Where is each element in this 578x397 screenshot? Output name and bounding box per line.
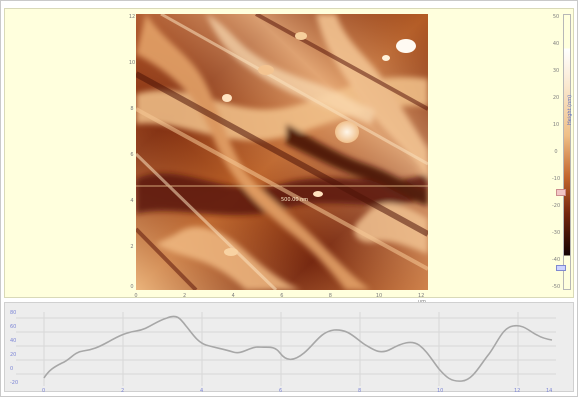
profile-y-tick: 20 — [10, 352, 16, 358]
x-tick: 0 — [134, 293, 138, 299]
profile-y-tick: -20 — [10, 380, 18, 386]
afm-topography-view[interactable]: 500.00 nm — [136, 14, 428, 290]
colorbar-axis-label: Height (nm) — [567, 94, 573, 125]
profile-x-tick: 10 — [437, 388, 443, 392]
profile-x-tick: 0 — [42, 388, 45, 392]
profile-x-tick: 4 — [200, 388, 203, 392]
x-tick: 6 — [280, 293, 284, 299]
y-axis: 12 10 8 6 4 2 0 — [128, 14, 136, 290]
x-tick: 2 — [183, 293, 187, 299]
profile-y-tick: 60 — [10, 324, 16, 330]
colorbar-tick: 10 — [552, 122, 560, 128]
profile-grid — [16, 312, 556, 386]
profile-x-tick: 8 — [358, 388, 361, 392]
profile-y-tick: 40 — [10, 338, 16, 344]
colorbar-tick: -30 — [552, 230, 561, 236]
y-tick: 6 — [130, 152, 134, 158]
profile-x-tick: 2 — [121, 388, 124, 392]
profile-x-tick: 12 — [514, 388, 520, 392]
profile-x-ticks: 0 2 4 6 8 10 12 14 — [42, 388, 552, 392]
x-tick: 8 — [328, 293, 332, 299]
profile-y-tick: 0 — [10, 366, 13, 372]
colorbar-tick: 50 — [552, 14, 560, 20]
colorbar-tick: -20 — [552, 203, 561, 209]
colorbar-tick: -40 — [552, 257, 561, 263]
colorbar-tick: 0 — [554, 149, 558, 155]
colorbar-ticks: 50 40 30 20 10 0 -10 -20 -30 -40 -50 — [552, 14, 560, 290]
height-colorbar[interactable] — [563, 14, 571, 290]
y-tick: 10 — [128, 60, 136, 66]
x-tick: 4 — [231, 293, 235, 299]
colorbar-tick: -10 — [552, 176, 561, 182]
colorbar-min-handle[interactable] — [556, 265, 566, 271]
height-profile-chart[interactable]: 80 60 40 20 0 -20 0 2 4 6 8 10 12 14 — [4, 302, 574, 392]
y-tick: 8 — [130, 106, 134, 112]
colorbar-tick: -50 — [552, 284, 561, 290]
y-tick: 0 — [130, 284, 134, 290]
profile-x-tick: 14 — [546, 388, 552, 392]
profile-x-tick: 6 — [279, 388, 282, 392]
colorbar-tick: 20 — [552, 95, 560, 101]
colorbar-tick: 40 — [552, 41, 560, 47]
colorbar-tick: 30 — [552, 68, 560, 74]
y-tick: 4 — [130, 198, 134, 204]
profile-y-ticks: 80 60 40 20 0 -20 — [10, 310, 18, 386]
profile-y-tick: 80 — [10, 310, 16, 316]
afm-topography-image[interactable] — [136, 14, 428, 290]
height-profile-line — [43, 315, 553, 382]
x-tick: 10 — [375, 293, 383, 299]
cursor-position-label: 500.00 nm — [281, 197, 309, 203]
colorbar-max-handle[interactable] — [556, 189, 566, 196]
y-tick: 2 — [130, 244, 134, 250]
y-tick: 12 — [128, 14, 136, 20]
